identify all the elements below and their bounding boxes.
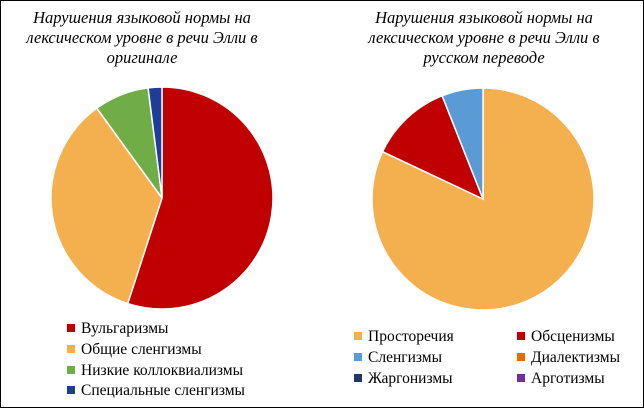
legend-swatch-1-4 xyxy=(354,374,362,382)
legend-swatch-1-5 xyxy=(517,374,525,382)
legend-swatch-1-2 xyxy=(354,353,362,361)
legend-swatch-1-0 xyxy=(354,332,362,340)
legend-label-0-1: Общие сленгизмы xyxy=(81,341,202,358)
legend-item-0-1: Общие сленгизмы xyxy=(67,341,202,359)
legend-swatch-0-2 xyxy=(67,366,75,374)
pie-slice-0-1 xyxy=(50,107,163,305)
legend-label-1-1: Обсценизмы xyxy=(531,328,615,345)
legend-item-0-2: Низкие коллоквиализмы xyxy=(67,362,243,380)
legend-label-1-0: Просторечия xyxy=(368,328,454,345)
legend-label-1-5: Арготизмы xyxy=(531,370,605,387)
legend-label-0-3: Специальные сленгизмы xyxy=(81,382,245,399)
chart-title-translation: Нарушения языковой нормы на лексическом … xyxy=(368,8,600,67)
legend-item-1-0: Просторечия xyxy=(354,328,454,346)
legend-item-1-1: Обсценизмы xyxy=(517,328,615,346)
legend-item-0-0: Вульгаризмы xyxy=(67,320,168,338)
pie-slice-0-3 xyxy=(147,86,163,199)
legend-item-1-4: Жаргонизмы xyxy=(354,370,453,388)
legend-swatch-1-1 xyxy=(517,332,525,340)
legend-swatch-0-3 xyxy=(67,386,75,394)
pie-slice-0-0 xyxy=(126,86,274,310)
legend-label-0-0: Вульгаризмы xyxy=(81,320,169,337)
pie-slice-1-2 xyxy=(441,87,484,200)
legend-swatch-0-1 xyxy=(67,345,75,353)
legend-swatch-0-0 xyxy=(67,324,75,332)
legend-swatch-1-3 xyxy=(517,353,525,361)
legend-item-1-3: Диалектизмы xyxy=(517,349,620,367)
legend-label-1-2: Сленгизмы xyxy=(368,349,443,366)
legend-label-1-4: Жаргонизмы xyxy=(368,370,453,387)
chart-title-original: Нарушения языковой нормы на лексическом … xyxy=(26,8,258,67)
legend-item-1-2: Сленгизмы xyxy=(354,349,442,367)
legend-label-0-2: Низкие коллоквиализмы xyxy=(81,362,244,379)
legend-label-1-3: Диалектизмы xyxy=(531,349,621,366)
legend-item-0-3: Специальные сленгизмы xyxy=(67,382,245,400)
legend-item-1-5: Арготизмы xyxy=(517,370,605,388)
pie-slice-1-1 xyxy=(381,94,485,201)
